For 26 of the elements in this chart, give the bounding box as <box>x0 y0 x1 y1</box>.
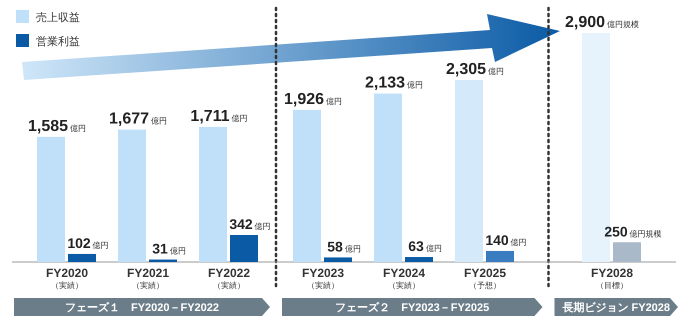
x-tick-label: FY2022 （実績） <box>208 266 250 290</box>
data-label: 2,133億円 <box>364 74 424 92</box>
text: 長期ビジョン FY2028 <box>561 301 670 314</box>
data-label: 1,926億円 <box>284 90 342 108</box>
data-label: 1,585億円 <box>28 118 86 135</box>
data-label: 31億円 <box>152 240 186 257</box>
x-tick-label: FY2023 （実績） <box>302 266 344 290</box>
data-label: 1,677億円 <box>108 110 168 128</box>
data-label: 1,711億円 <box>190 108 248 125</box>
legend-label: 売上収益 <box>36 11 80 24</box>
data-label: 140億円 <box>485 232 527 248</box>
legend-label: 営業利益 <box>36 35 80 48</box>
data-label: 250億円規模 <box>604 223 662 240</box>
x-tick-label: FY2024 （実績） <box>382 266 426 290</box>
data-label: 342億円 <box>229 216 271 232</box>
text: フェーズ１ FY2020－FY2022 <box>64 301 220 314</box>
data-label: 63億円 <box>408 238 442 254</box>
data-label: 2,305億円 <box>446 60 504 78</box>
text: フェーズ２ FY2023－FY2025 <box>335 301 490 314</box>
x-tick-label: FY2025 （予想） <box>464 266 506 290</box>
x-tick-label: FY2028 （目標） <box>590 266 634 290</box>
x-tick-label: FY2021 （実績） <box>126 266 170 290</box>
data-label: 102億円 <box>67 234 109 251</box>
x-tick-label: FY2020 （実績） <box>46 266 88 290</box>
data-label: 58億円 <box>327 238 361 254</box>
data-label: 2,900億円規模 <box>564 14 640 31</box>
